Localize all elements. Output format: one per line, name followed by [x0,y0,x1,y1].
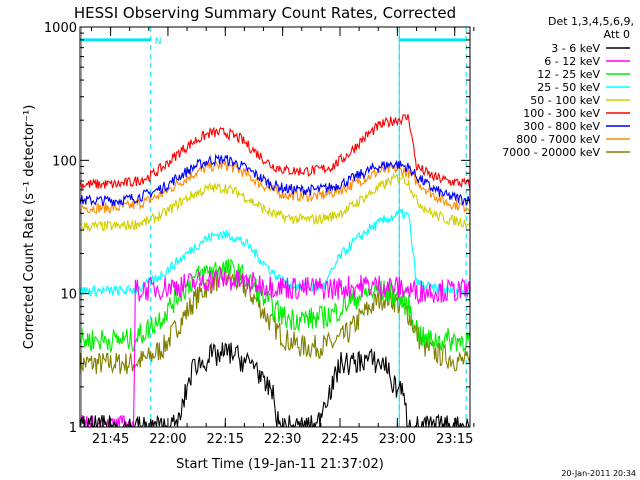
series-line-8 [80,266,470,376]
x-axis-label: Start Time (19-Jan-11 21:37:02) [176,457,384,472]
footer-date: 20-Jan-2011 20:34 [561,469,636,478]
series-line-3 [80,208,470,297]
series-line-4 [80,172,470,233]
legend-label-5: 100 - 300 keV [523,107,600,120]
x-axis: 21:45 22:00 22:15 22:30 22:45 23:00 23:15 [90,27,475,447]
x-tick-label-3: 22:30 [264,432,301,447]
x-tick-label-6: 23:15 [436,432,473,447]
night-flag-label: N [155,37,162,47]
series-line-7 [80,160,470,215]
legend-label-3: 25 - 50 keV [537,81,600,94]
series-line-1 [80,268,470,427]
series-line-6 [80,153,470,207]
y-axis: 1 10 100 1000 [44,21,470,436]
legend-header-line-1: Det 1,3,4,5,6,9, [548,15,634,28]
legend-label-7: 800 - 7000 keV [516,133,600,146]
plot-frame [79,26,471,428]
series-line-5 [80,113,470,190]
legend-label-0: 3 - 6 keV [551,42,600,55]
series-line-2 [80,258,470,354]
chart-title: HESSI Observing Summary Count Rates, Cor… [74,4,456,22]
x-tick-label-1: 22:00 [149,432,186,447]
x-tick-label-5: 23:00 [379,432,416,447]
x-tick-label-4: 22:45 [321,432,358,447]
series-line-0 [80,342,470,427]
legend-label-2: 12 - 25 keV [537,68,600,81]
legend-label-8: 7000 - 20000 keV [502,146,600,159]
y-tick-label-0: 1 [69,421,77,436]
legend-label-1: 6 - 12 keV [544,55,600,68]
y-axis-label: Corrected Count Rate (s⁻¹ detector⁻¹) [22,105,37,350]
y-tick-label-2: 100 [52,154,77,169]
legend-label-4: 50 - 100 keV [530,94,600,107]
y-tick-label-3: 1000 [44,21,77,36]
plot-content [80,27,470,427]
x-tick-label-0: 21:45 [92,432,129,447]
y-tick-label-1: 10 [60,288,77,303]
legend-header-line-2: Att 0 [604,28,630,41]
x-tick-label-2: 22:15 [207,432,244,447]
plot-area: N [80,27,470,427]
legend-label-6: 300 - 800 keV [523,120,600,133]
